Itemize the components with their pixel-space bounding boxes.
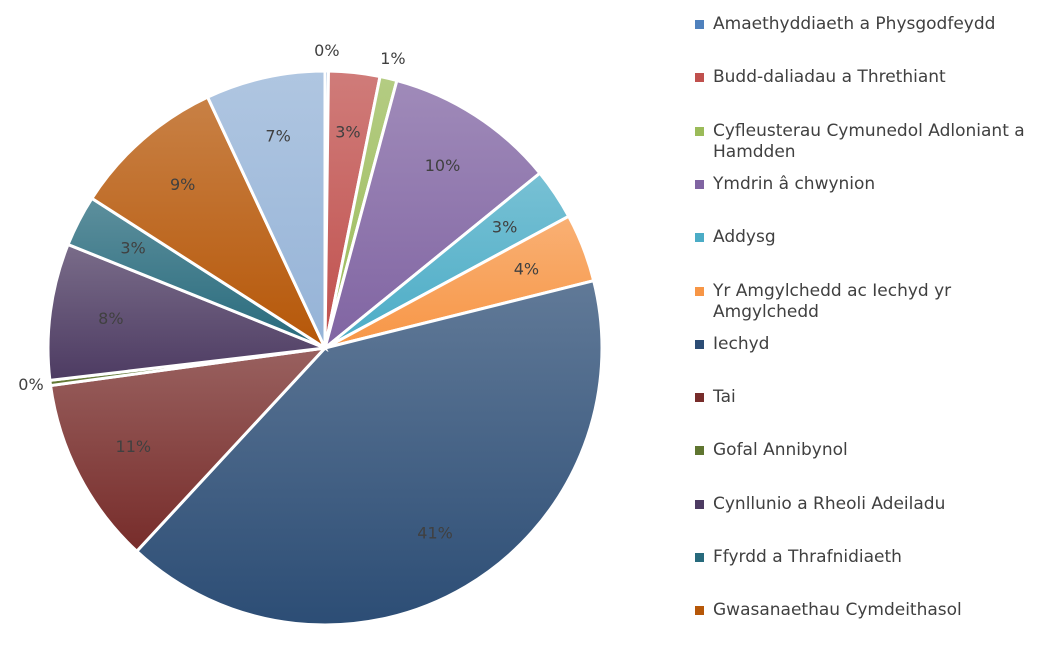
legend-item: Budd-daliadau a Threthiant bbox=[695, 67, 1045, 88]
legend-swatch bbox=[695, 233, 704, 243]
pie-slice bbox=[48, 345, 329, 554]
legend-label: Gofal Annibynol bbox=[713, 440, 848, 461]
legend-swatch bbox=[695, 446, 704, 456]
legend-label: Iechyd bbox=[713, 333, 770, 354]
legend-label: Cynllunio a Rheoli Adeiladu bbox=[713, 493, 946, 514]
legend-label: Amaethyddiaeth a Physgodfeydd bbox=[713, 14, 996, 34]
legend-label: Gwasanaethau Cymdeithasol bbox=[713, 600, 962, 621]
data-label: 10% bbox=[425, 156, 461, 175]
data-label: 8% bbox=[98, 309, 123, 328]
legend-swatch bbox=[695, 339, 704, 349]
legend-label: Cyfleusterau Cymunedol Adloniant a Hamdd… bbox=[713, 120, 1025, 162]
legend-item: Iechyd bbox=[695, 334, 1045, 355]
data-label: 0% bbox=[314, 41, 339, 60]
legend-label: Addysg bbox=[713, 227, 776, 248]
legend-label: Ymdrin â chwynion bbox=[713, 173, 876, 194]
data-label: 41% bbox=[417, 523, 453, 542]
legend-item: Gwasanaethau Cymdeithasol bbox=[695, 600, 1045, 621]
pie-slice bbox=[322, 78, 542, 353]
pie-slice bbox=[205, 69, 327, 349]
pie-slice bbox=[46, 242, 326, 383]
legend-swatch bbox=[695, 126, 704, 136]
data-label: 3% bbox=[492, 217, 517, 236]
pie-slice bbox=[89, 95, 329, 353]
legend-swatch bbox=[695, 179, 704, 189]
legend-label: Budd-daliadau a Threthiant bbox=[713, 67, 946, 88]
legend-swatch bbox=[695, 73, 704, 83]
data-label: 7% bbox=[265, 127, 290, 146]
legend-label: Ffyrdd a Thrafnidiaeth bbox=[713, 547, 902, 567]
data-label: 11% bbox=[116, 437, 152, 456]
data-label: 4% bbox=[514, 259, 539, 278]
legend-swatch bbox=[695, 606, 704, 616]
legend-item: Ffyrdd a Thrafnidiaeth bbox=[695, 547, 1045, 568]
legend-swatch bbox=[695, 286, 704, 296]
legend-item: Cynllunio a Rheoli Adeiladu bbox=[695, 494, 1045, 515]
data-label: 1% bbox=[380, 49, 405, 68]
legend-swatch bbox=[695, 393, 704, 403]
legend-item: Amaethyddiaeth a Physgodfeydd bbox=[695, 14, 1045, 35]
legend-item: Cyfleusterau Cymunedol Adloniant a Hamdd… bbox=[695, 121, 1045, 163]
data-label: 9% bbox=[170, 175, 195, 194]
legend-swatch bbox=[695, 553, 704, 562]
legend-item: Tai bbox=[695, 387, 1045, 408]
pie-slice bbox=[134, 278, 604, 627]
legend-item: Addysg bbox=[695, 227, 1045, 248]
legend-label: Tai bbox=[713, 387, 736, 408]
data-label: 0% bbox=[18, 375, 43, 394]
legend-item: Yr Amgylchedd ac Iechyd yr Amgylchedd bbox=[695, 281, 1045, 323]
legend-label: Yr Amgylchedd ac Iechyd yr Amgylchedd bbox=[713, 280, 952, 322]
legend-item: Gofal Annibynol bbox=[695, 440, 1045, 461]
legend-label: Eraill Amrywiol bbox=[713, 654, 840, 655]
legend-item: Ymdrin â chwynion bbox=[695, 174, 1045, 195]
pie-area: 0% 3% 1% 10% 3% 4% 41% 11% 0% 8% 3% 9% 7% bbox=[18, 41, 604, 627]
legend-swatch bbox=[695, 20, 704, 29]
data-label: 3% bbox=[120, 238, 145, 257]
legend-item: Eraill Amrywiol bbox=[695, 654, 1045, 655]
legend-swatch bbox=[695, 499, 704, 509]
data-label: 3% bbox=[335, 123, 360, 142]
